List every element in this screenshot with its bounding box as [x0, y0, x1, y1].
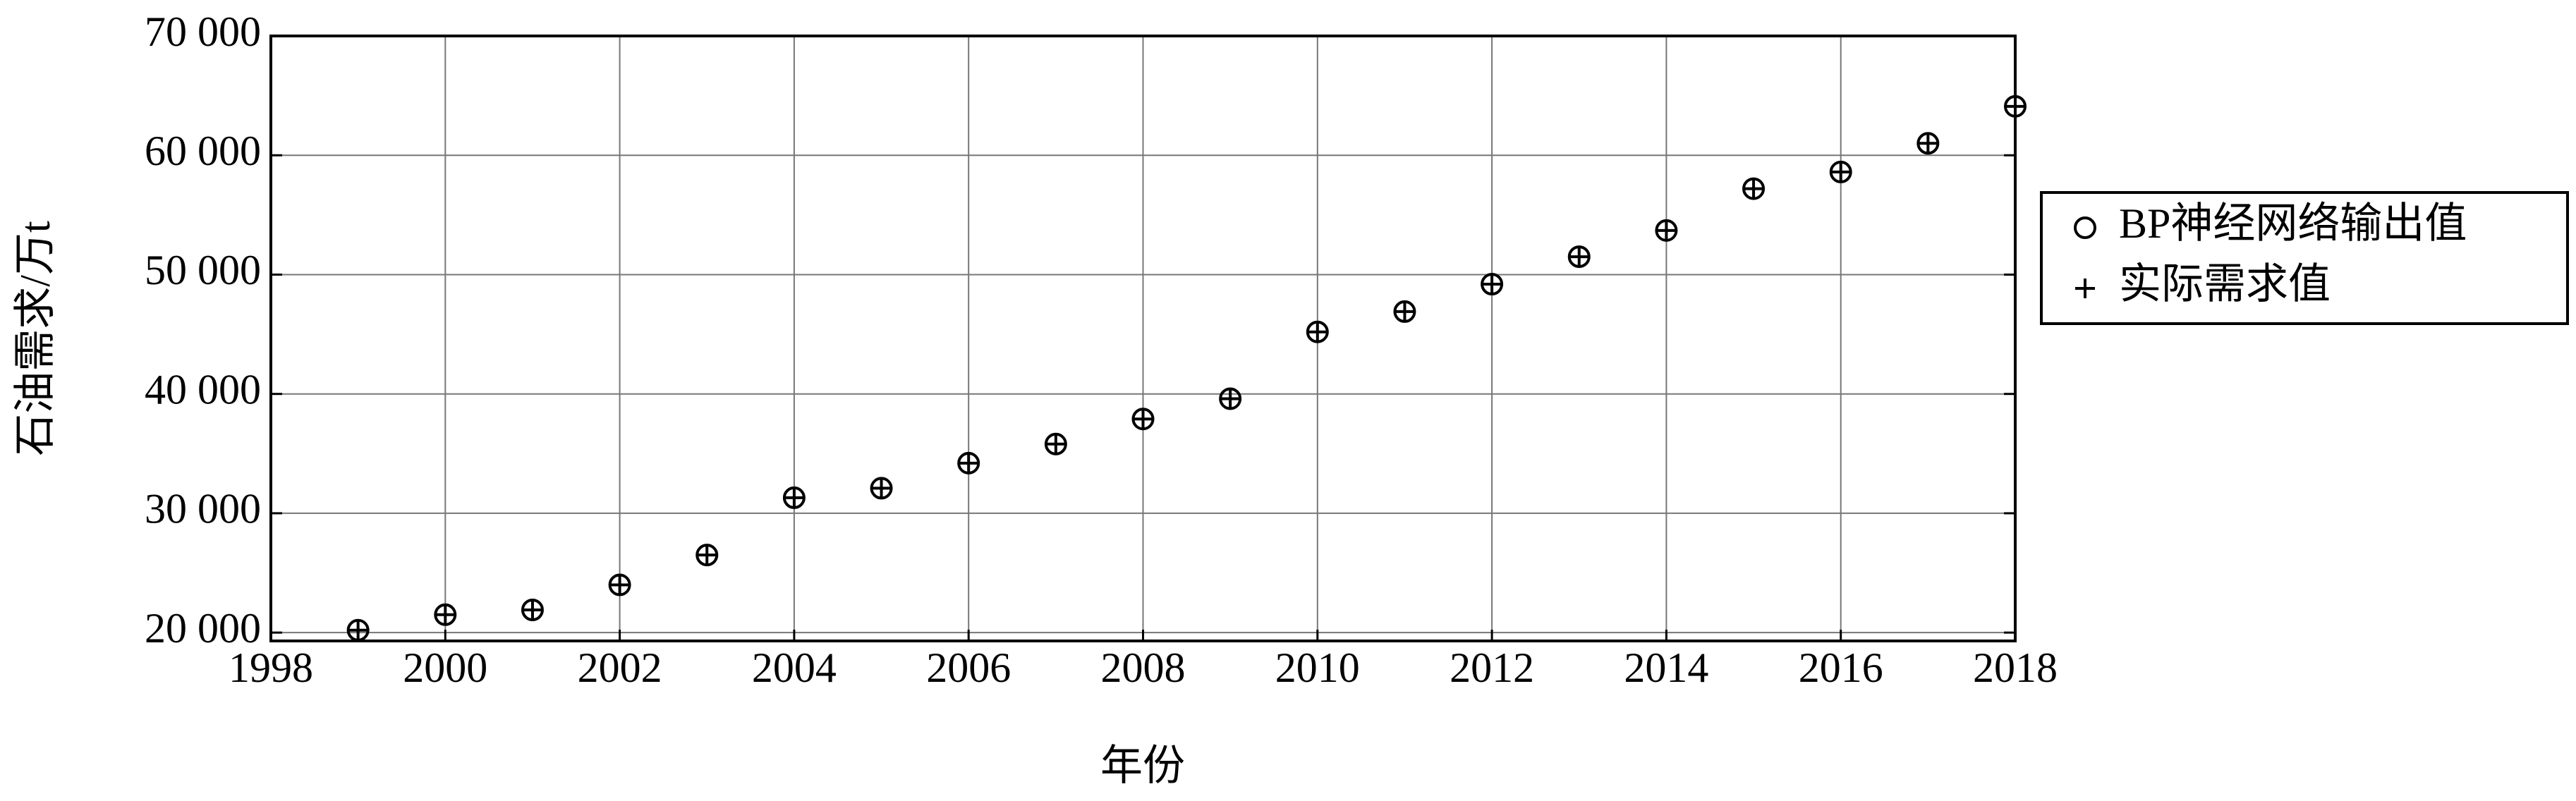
- point: [871, 478, 892, 499]
- plot-frame: [269, 35, 2017, 642]
- point: [1744, 178, 1764, 199]
- point: [1482, 274, 1502, 294]
- x-axis-title: 年份: [1100, 742, 1185, 789]
- legend-label: 实际需求值: [2119, 261, 2331, 307]
- x-tick-label: 2004: [752, 644, 837, 691]
- point: [1918, 133, 1938, 154]
- legend-marker: [2075, 279, 2095, 298]
- x-tick-label: 2012: [1450, 644, 1534, 691]
- y-tick-label: 70 000: [145, 8, 261, 55]
- y-tick-label: 30 000: [145, 486, 261, 532]
- point: [435, 604, 456, 625]
- point: [1307, 322, 1328, 342]
- point: [697, 545, 717, 565]
- y-tick-label: 20 000: [145, 605, 261, 652]
- point: [1395, 301, 1415, 322]
- point: [1220, 389, 1241, 409]
- y-axis-title: 石油需求/万t: [12, 221, 59, 456]
- y-tick-label: 60 000: [145, 128, 261, 174]
- y-tick-label: 40 000: [145, 366, 261, 412]
- legend-box: [2040, 191, 2569, 325]
- point: [1569, 247, 1589, 267]
- point: [1045, 434, 1066, 454]
- point: [2005, 96, 2025, 116]
- x-tick-label: 2010: [1275, 644, 1360, 691]
- point: [348, 620, 368, 640]
- x-tick-label: 2006: [926, 644, 1011, 691]
- x-tick-label: 2018: [1973, 644, 2058, 691]
- x-tick-label: 2008: [1101, 644, 1186, 691]
- point: [609, 575, 630, 595]
- x-tick-label: 2016: [1799, 644, 1883, 691]
- point: [1656, 220, 1677, 240]
- x-tick-label: 2002: [578, 644, 662, 691]
- point: [784, 487, 804, 508]
- legend-marker: [2074, 216, 2096, 239]
- point: [959, 453, 979, 473]
- point: [1133, 409, 1153, 429]
- x-tick-label: 1998: [229, 644, 313, 691]
- legend-label: BP神经网络输出值: [2119, 200, 2467, 247]
- y-tick-label: 50 000: [145, 247, 261, 293]
- x-tick-label: 2014: [1624, 644, 1708, 691]
- point: [522, 600, 542, 620]
- x-tick-label: 2000: [403, 644, 487, 691]
- point: [1830, 161, 1851, 182]
